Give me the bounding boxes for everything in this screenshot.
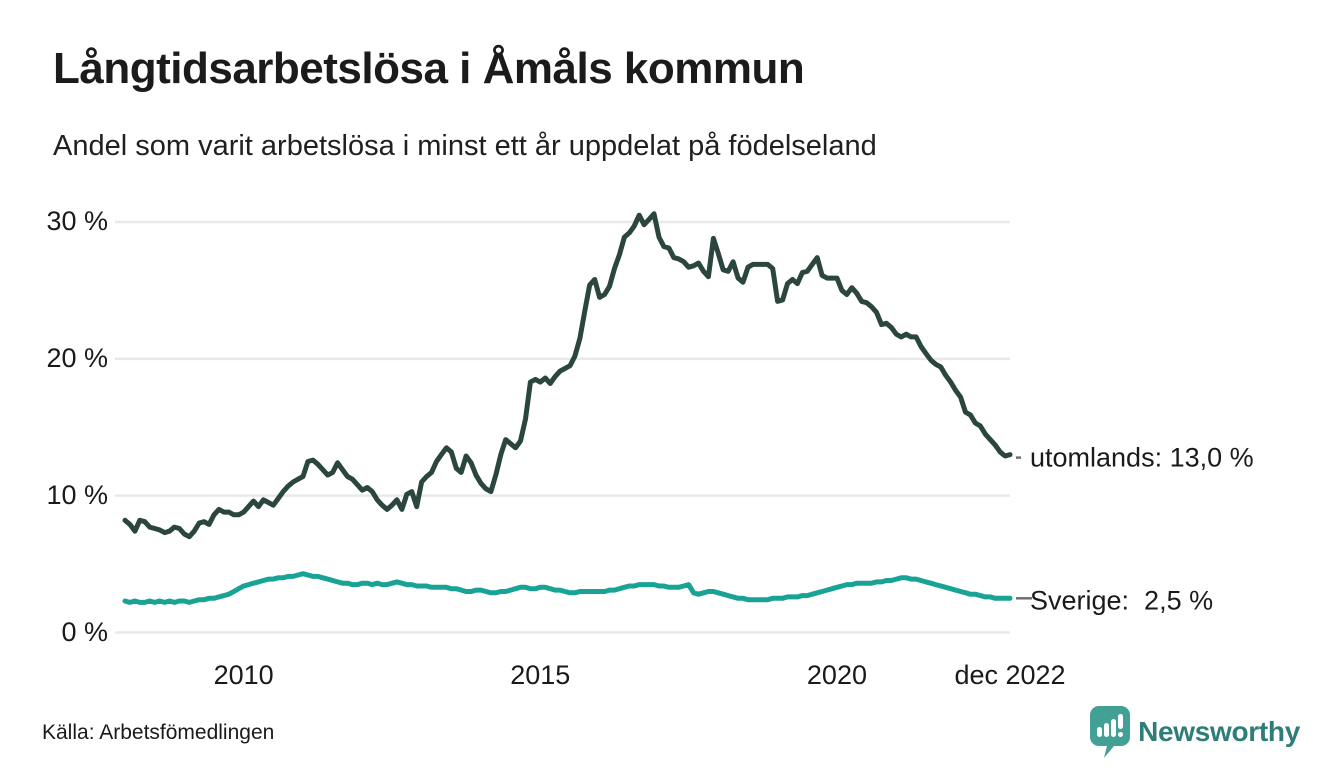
x-axis-label: 2020 — [806, 660, 867, 690]
y-axis-label: 10 % — [46, 479, 108, 510]
x-axis-label: dec 2022 — [954, 660, 1066, 690]
series-label-utomlands: utomlands: 13,0 % — [1030, 442, 1254, 473]
series-line-Sverige — [122, 571, 1013, 605]
y-axis-label: 0 % — [61, 616, 108, 647]
x-axis-label: 2010 — [213, 660, 274, 690]
series-label-sverige: Sverige: 2,5 % — [1030, 585, 1214, 616]
series-line-utomlands — [122, 211, 1013, 540]
x-axis-label: 2015 — [510, 660, 571, 690]
chart-subtitle: Andel som varit arbetslösa i minst ett å… — [53, 130, 877, 162]
y-axis-label: 20 % — [46, 342, 108, 373]
brand-name: Newsworthy — [1138, 716, 1300, 747]
y-axis-label: 30 % — [46, 206, 108, 236]
page-title: Långtidsarbetslösa i Åmåls kommun — [53, 44, 805, 93]
source-note: Källa: Arbetsfömedlingen — [42, 721, 275, 744]
newsworthy-pin-icon — [1090, 706, 1131, 758]
brand-logo: Newsworthy — [1090, 706, 1300, 758]
